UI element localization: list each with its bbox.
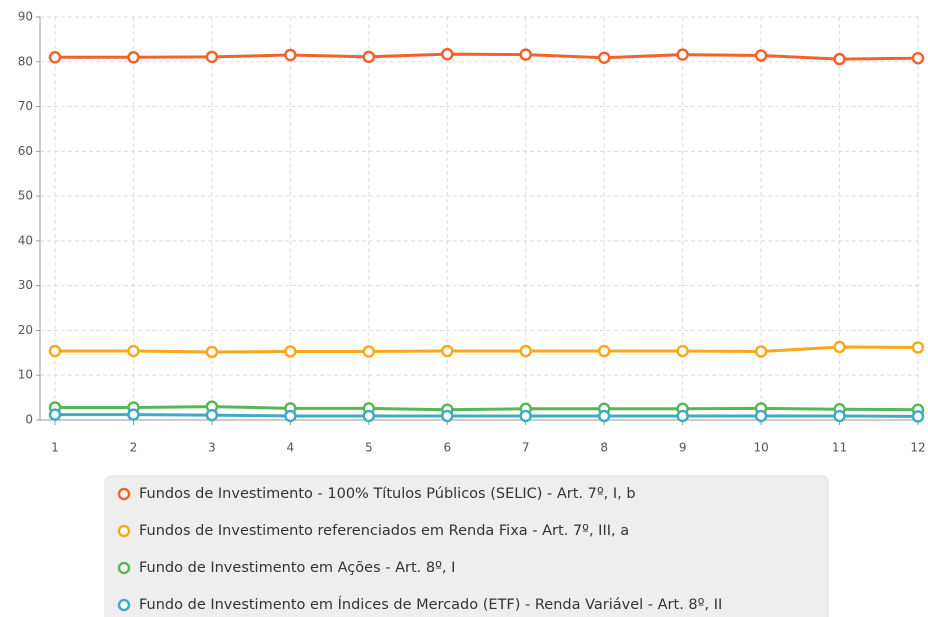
x-tick-label: 7 [522, 441, 530, 455]
point [127, 408, 140, 421]
x-tick-label: 10 [753, 441, 768, 455]
x-tick-label: 11 [832, 441, 847, 455]
legend-label: Fundo de Investimento em Ações - Art. 8º… [139, 560, 455, 576]
x-tick-label: 5 [365, 441, 373, 455]
x-tick-label: 12 [910, 441, 925, 455]
legend-symbol [117, 598, 131, 612]
legend-symbol [117, 561, 131, 575]
x-tick-label: 9 [679, 441, 687, 455]
legend-symbol [117, 487, 131, 501]
point [519, 48, 532, 61]
legend-symbol [117, 524, 131, 538]
point [362, 50, 376, 64]
point [48, 51, 62, 64]
point [284, 409, 297, 423]
legend-label: Fundo de Investimento em Índices de Merc… [139, 596, 722, 613]
x-tick-label: 3 [208, 441, 216, 455]
point [833, 340, 846, 354]
point [911, 51, 925, 65]
point [205, 345, 219, 359]
x-tick-label: 4 [287, 441, 295, 455]
point [833, 409, 846, 423]
x-tick-label: 1 [51, 441, 59, 455]
point [48, 408, 62, 421]
y-tick-label: 10 [18, 368, 33, 382]
point [127, 51, 140, 64]
y-tick-label: 30 [18, 278, 33, 292]
point [519, 409, 532, 423]
point [48, 344, 62, 358]
point [284, 345, 297, 358]
series-line [55, 52, 919, 61]
x-tick-label: 6 [443, 441, 451, 455]
point [911, 410, 925, 423]
y-tick-label: 70 [18, 99, 33, 113]
y-tick-label: 80 [18, 54, 33, 68]
legend-label: Fundos de Investimento referenciados em … [139, 523, 629, 539]
point [597, 51, 611, 64]
y-tick-label: 90 [18, 10, 33, 24]
point [754, 409, 768, 423]
y-tick-label: 20 [18, 323, 33, 337]
point [911, 341, 925, 354]
point [205, 408, 219, 422]
point [754, 345, 768, 358]
point [441, 344, 454, 358]
y-tick-label: 50 [18, 189, 33, 203]
point [597, 344, 611, 358]
point [205, 50, 219, 64]
point [676, 344, 689, 358]
point [127, 344, 140, 358]
y-tick-label: 0 [25, 413, 33, 427]
point [362, 409, 376, 423]
y-tick-label: 60 [18, 144, 33, 158]
point [597, 409, 611, 423]
point [754, 49, 768, 62]
point [676, 409, 689, 423]
point [441, 47, 454, 61]
point [833, 52, 846, 66]
legend-box [104, 475, 829, 617]
point [676, 48, 689, 61]
point [441, 409, 454, 423]
series-line [55, 413, 919, 418]
x-tick-label: 8 [600, 441, 608, 455]
point [284, 48, 297, 62]
legend-label: Fundos de Investimento - 100% Títulos Pú… [139, 486, 636, 502]
x-tick-label: 2 [130, 441, 138, 455]
series-line [55, 405, 919, 412]
point [519, 344, 532, 358]
y-tick-label: 40 [18, 233, 33, 247]
point [362, 345, 376, 358]
series-line [55, 345, 919, 354]
